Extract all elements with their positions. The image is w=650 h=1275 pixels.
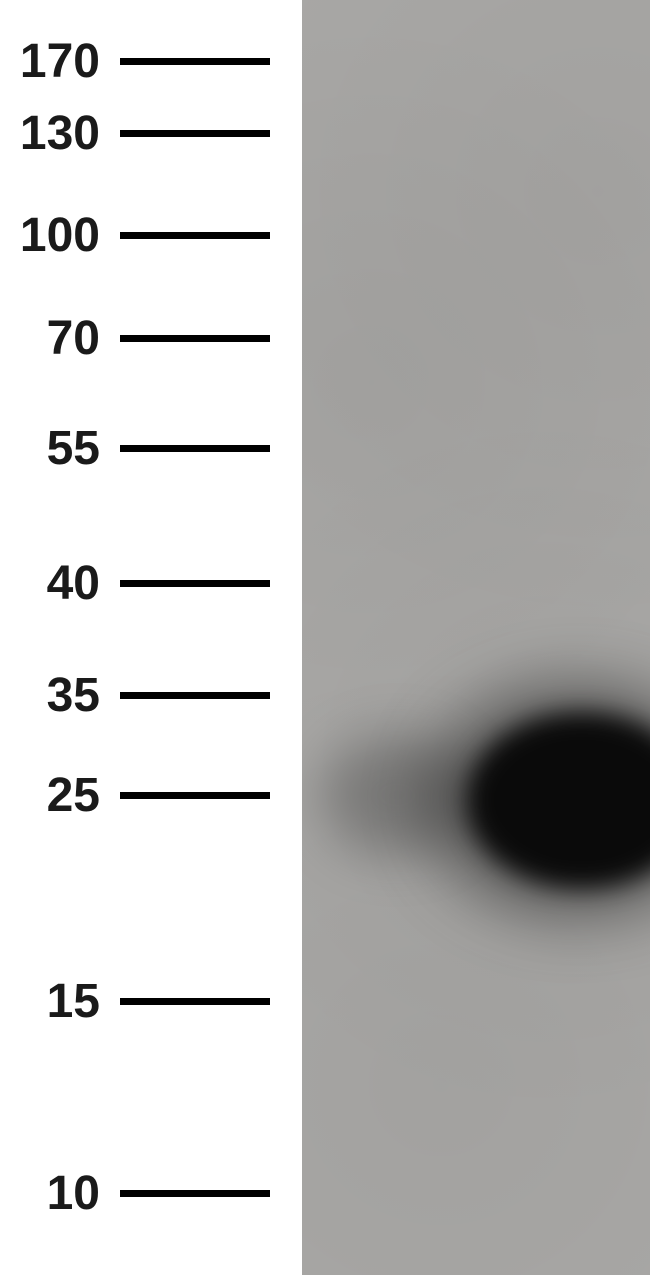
marker-tick (120, 335, 270, 342)
marker-tick (120, 58, 270, 65)
marker-35: 35 (0, 668, 270, 723)
marker-70: 70 (0, 311, 270, 366)
faint-band-left (322, 735, 472, 855)
marker-label: 70 (0, 311, 120, 366)
marker-label: 25 (0, 768, 120, 823)
marker-100: 100 (0, 208, 270, 263)
marker-tick (120, 692, 270, 699)
marker-label: 40 (0, 556, 120, 611)
marker-25: 25 (0, 768, 270, 823)
marker-40: 40 (0, 556, 270, 611)
marker-tick (120, 998, 270, 1005)
blot-background (302, 0, 650, 1275)
marker-tick (120, 792, 270, 799)
marker-tick (120, 445, 270, 452)
marker-label: 15 (0, 974, 120, 1029)
western-blot-figure: 170 130 100 70 55 40 35 25 15 10 (0, 0, 650, 1275)
blot-membrane (302, 0, 650, 1275)
marker-tick (120, 1190, 270, 1197)
marker-130: 130 (0, 106, 270, 161)
molecular-weight-ladder: 170 130 100 70 55 40 35 25 15 10 (0, 0, 300, 1275)
marker-label: 170 (0, 34, 120, 89)
marker-55: 55 (0, 421, 270, 476)
marker-tick (120, 232, 270, 239)
marker-15: 15 (0, 974, 270, 1029)
marker-label: 10 (0, 1166, 120, 1221)
marker-tick (120, 580, 270, 587)
marker-label: 130 (0, 106, 120, 161)
marker-label: 100 (0, 208, 120, 263)
marker-170: 170 (0, 34, 270, 89)
marker-label: 35 (0, 668, 120, 723)
marker-tick (120, 130, 270, 137)
marker-label: 55 (0, 421, 120, 476)
marker-10: 10 (0, 1166, 270, 1221)
